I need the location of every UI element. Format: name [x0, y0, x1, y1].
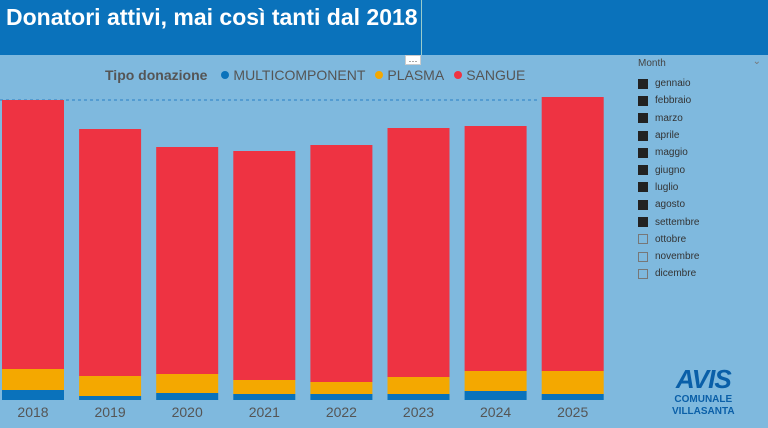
slicer-item-novembre[interactable]: novembre	[638, 248, 763, 265]
bar-2025-multicomponent[interactable]	[541, 394, 604, 400]
checkbox[interactable]	[638, 251, 648, 262]
bar-2018-plasma[interactable]	[2, 369, 64, 390]
bar-2021-sangue[interactable]	[233, 151, 296, 380]
checkbox[interactable]	[638, 95, 648, 106]
slicer-item-label: aprile	[655, 130, 680, 142]
legend-sangue[interactable]: SANGUE	[466, 67, 526, 83]
slicer-item-label: febbraio	[655, 95, 692, 107]
header-bar: Donatori attivi, mai così tanti dal 2018	[0, 0, 768, 55]
slicer-item-dicembre[interactable]: dicembre	[638, 265, 763, 282]
checkbox[interactable]	[638, 130, 648, 141]
more-options-button[interactable]: ···	[405, 55, 421, 65]
x-tick-label: 2019	[95, 404, 126, 420]
slicer-item-gennaio[interactable]: gennaio	[638, 75, 763, 92]
slicer-item-luglio[interactable]: luglio	[638, 179, 763, 196]
divider	[421, 0, 422, 55]
slicer-item-aprile[interactable]: aprile	[638, 127, 763, 144]
slicer-item-giugno[interactable]: giugno	[638, 161, 763, 178]
bar-2020-multicomponent[interactable]	[156, 393, 219, 400]
chart-legend: Tipo donazione MULTICOMPONENT PLASMA SAN…	[105, 67, 525, 83]
x-tick-label: 2024	[480, 404, 511, 420]
bar-2025-sangue[interactable]	[541, 97, 604, 371]
bar-2023-sangue[interactable]	[387, 128, 450, 377]
stacked-bar-chart: 2018 2019 2020 2021 2022 2023 2024 2025	[0, 97, 604, 420]
bar-2023-plasma[interactable]	[387, 377, 450, 394]
slicer-item-label: agosto	[655, 199, 686, 211]
bar-2022-sangue[interactable]	[310, 145, 373, 382]
chevron-down-icon[interactable]: ⌄	[752, 56, 761, 67]
avis-logo: AVIS COMUNALE VILLASANTA	[672, 364, 735, 418]
slicer-item-label: marzo	[655, 112, 683, 124]
checkbox[interactable]	[638, 78, 648, 89]
bar-2024-sangue[interactable]	[464, 126, 527, 371]
slicer-item-label: dicembre	[655, 268, 697, 280]
bar-2021-multicomponent[interactable]	[233, 394, 296, 400]
bar-2019-plasma[interactable]	[79, 376, 142, 396]
slicer-item-label: maggio	[655, 147, 688, 159]
x-tick-label: 2022	[326, 404, 357, 420]
x-tick-label: 2025	[557, 404, 588, 420]
bar-2019-sangue[interactable]	[79, 129, 142, 376]
bar-2023-multicomponent[interactable]	[387, 394, 450, 400]
checkbox[interactable]	[638, 113, 648, 124]
month-slicer: Month ⌄ gennaio febbraio marzo aprile maggio g…	[638, 56, 763, 283]
checkbox[interactable]	[638, 217, 648, 228]
checkbox[interactable]	[638, 234, 648, 245]
slicer-item-settembre[interactable]: settembre	[638, 213, 763, 230]
checkbox[interactable]	[638, 268, 648, 279]
slicer-header: Month	[638, 58, 666, 69]
checkbox[interactable]	[638, 199, 648, 210]
slicer-item-label: gennaio	[655, 78, 691, 90]
bar-2025-plasma[interactable]	[541, 371, 604, 394]
bar-2020-plasma[interactable]	[156, 374, 219, 393]
slicer-item-febbraio[interactable]: febbraio	[638, 92, 763, 109]
bar-2018-sangue[interactable]	[2, 100, 64, 369]
slicer-item-marzo[interactable]: marzo	[638, 110, 763, 127]
bar-2022-multicomponent[interactable]	[310, 394, 373, 400]
x-tick-label: 2018	[17, 404, 48, 420]
bar-2019-multicomponent[interactable]	[79, 396, 142, 400]
slicer-item-ottobre[interactable]: ottobre	[638, 231, 763, 248]
logo-avis: AVIS	[675, 364, 732, 394]
x-tick-label: 2020	[172, 404, 203, 420]
legend-dot-plasma	[375, 71, 384, 79]
bar-2024-multicomponent[interactable]	[464, 391, 527, 400]
slicer-item-maggio[interactable]: maggio	[638, 144, 763, 161]
logo-line2: VILLASANTA	[672, 406, 735, 417]
slicer-item-label: luglio	[655, 181, 679, 193]
logo-line1: COMUNALE	[674, 394, 733, 405]
bar-2021-plasma[interactable]	[233, 380, 296, 394]
slicer-item-label: giugno	[655, 164, 686, 176]
slicer-item-label: ottobre	[655, 233, 687, 245]
page-title: Donatori attivi, mai così tanti dal 2018	[6, 4, 418, 30]
legend-multicomponent[interactable]: MULTICOMPONENT	[233, 67, 366, 83]
x-tick-label: 2023	[403, 404, 434, 420]
slicer-item-label: settembre	[655, 216, 700, 228]
legend-plasma[interactable]: PLASMA	[387, 67, 445, 83]
legend-title: Tipo donazione	[105, 67, 208, 83]
bar-2020-sangue[interactable]	[156, 147, 219, 374]
legend-dot-multicomponent	[221, 71, 230, 79]
checkbox[interactable]	[638, 147, 648, 158]
slicer-item-agosto[interactable]: agosto	[638, 196, 763, 213]
x-tick-label: 2021	[249, 404, 280, 420]
checkbox[interactable]	[638, 182, 648, 193]
slicer-item-label: novembre	[655, 251, 700, 263]
bar-2018-multicomponent[interactable]	[2, 390, 64, 400]
bar-2022-plasma[interactable]	[310, 382, 373, 394]
checkbox[interactable]	[638, 165, 648, 176]
bar-2024-plasma[interactable]	[464, 371, 527, 391]
legend-dot-sangue	[454, 71, 463, 79]
